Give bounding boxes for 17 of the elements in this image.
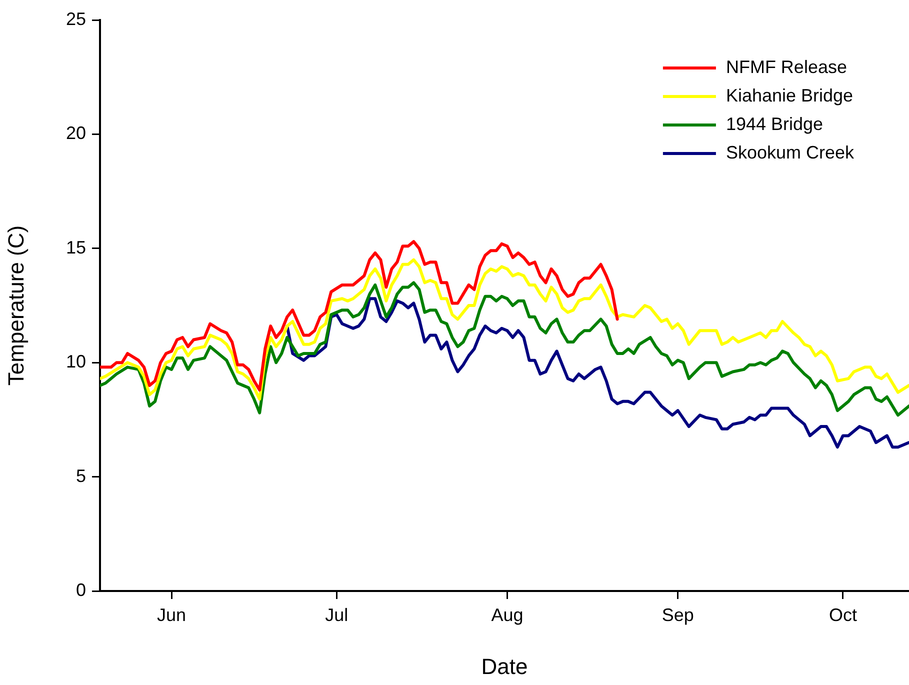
legend-label: 1944 Bridge bbox=[726, 114, 824, 134]
y-tick-label: 10 bbox=[66, 352, 86, 372]
x-tick-label: Sep bbox=[662, 604, 694, 625]
y-tick-label: 20 bbox=[66, 123, 86, 144]
y-axis-title: Temperature (C) bbox=[3, 225, 28, 386]
x-tick-label: Oct bbox=[828, 604, 857, 625]
y-tick-label: 15 bbox=[66, 237, 86, 258]
x-tick-label: Jul bbox=[325, 604, 348, 625]
x-tick-label: Aug bbox=[491, 604, 524, 625]
x-tick-label: Jun bbox=[157, 604, 186, 625]
x-axis-title: Date bbox=[481, 654, 528, 679]
legend-label: NFMF Release bbox=[726, 56, 847, 77]
y-tick-label: 5 bbox=[76, 466, 86, 486]
legend-label: Kiahanie Bridge bbox=[726, 85, 854, 106]
y-tick-label: 0 bbox=[76, 580, 86, 600]
legend-label: Skookum Creek bbox=[726, 142, 855, 162]
y-tick-label: 25 bbox=[66, 8, 86, 29]
